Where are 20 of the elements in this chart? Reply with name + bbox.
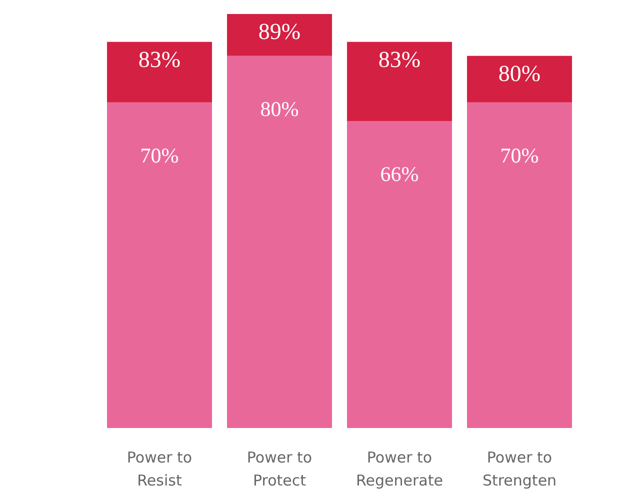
bar xyxy=(227,56,332,428)
data-label: 66% xyxy=(380,162,419,186)
x-tick-label: Power to Regenerate xyxy=(356,448,443,490)
bar xyxy=(107,42,212,102)
bar xyxy=(107,102,212,428)
x-tick-label: Power to Resist xyxy=(126,448,192,490)
data-label: 80% xyxy=(260,96,299,121)
data-label: 70% xyxy=(500,143,539,168)
x-tick-label: Power to Protect xyxy=(246,448,312,490)
total-label: 83% xyxy=(378,46,421,72)
bar xyxy=(467,56,572,102)
bar xyxy=(227,14,332,56)
total-label: 83% xyxy=(138,46,181,72)
total-label: 80% xyxy=(498,60,541,86)
x-tick-label: Power to Strengten xyxy=(482,448,557,490)
bar xyxy=(347,42,452,121)
data-label: 70% xyxy=(140,143,179,168)
total-label: 89% xyxy=(258,19,301,44)
bar xyxy=(467,102,572,428)
bar xyxy=(347,120,452,428)
